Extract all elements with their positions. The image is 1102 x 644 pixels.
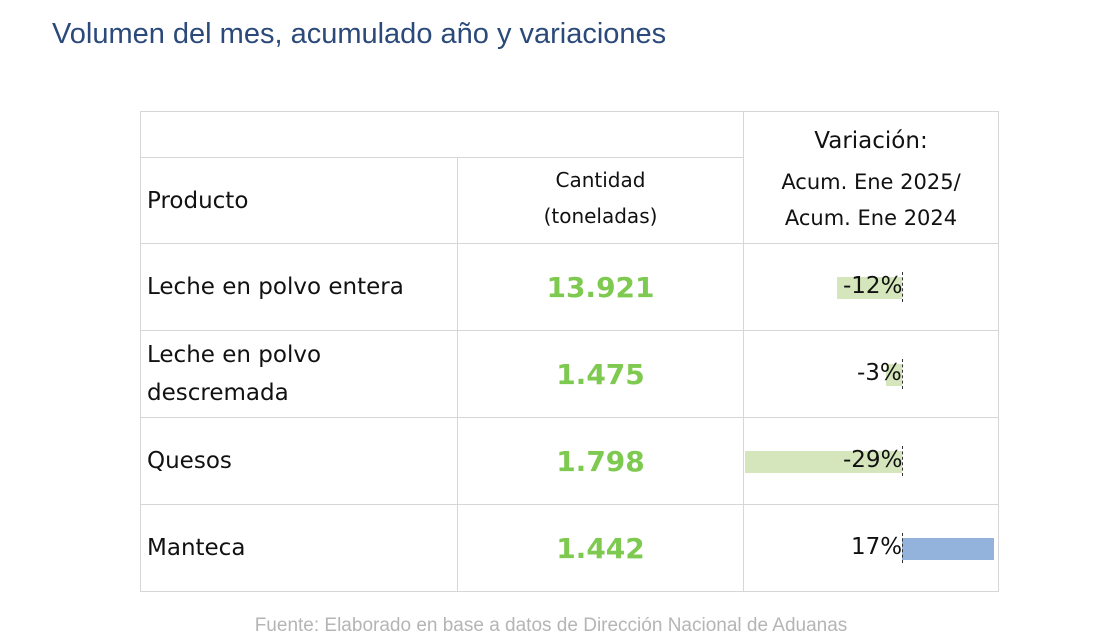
quantity-value: 1.442 <box>457 504 744 592</box>
variation-bar-wrap: -29% <box>744 418 998 504</box>
variation-cell: -12% <box>743 243 999 331</box>
variation-axis <box>902 446 903 476</box>
variacion-title: Variación: <box>814 127 928 154</box>
variation-bar-wrap: -12% <box>744 244 998 330</box>
variation-axis <box>902 359 903 389</box>
quantity-value: 1.475 <box>457 330 744 418</box>
table-row: Leche en polvo entera 13.921 -12% <box>140 243 999 331</box>
table-row: Leche en polvo descremada 1.475 -3% <box>140 330 999 418</box>
product-name: Quesos <box>140 417 458 505</box>
producto-header: Producto <box>140 157 458 244</box>
variation-label: 17% <box>851 534 903 560</box>
variacion-subtitle: Acum. Ene 2025/ Acum. Ene 2024 <box>744 154 998 236</box>
cantidad-header-line2: (toneladas) <box>543 204 658 228</box>
volume-table: Variación: Acum. Ene 2025/ Acum. Ene 202… <box>140 111 999 592</box>
variation-label: -3% <box>857 360 902 386</box>
variation-axis <box>902 272 903 302</box>
variacion-header-cell: Variación: Acum. Ene 2025/ Acum. Ene 202… <box>743 111 999 244</box>
cantidad-header-line1: Cantidad <box>555 168 646 192</box>
header-row: Producto Cantidad (toneladas) <box>140 157 999 244</box>
quantity-value: 13.921 <box>457 243 744 331</box>
variation-cell: -3% <box>743 330 999 418</box>
variacion-line1: Acum. Ene 2025/ <box>781 169 961 194</box>
variation-bar <box>885 364 902 386</box>
product-name-line1: Leche en polvo entera <box>147 274 404 300</box>
variation-label: -12% <box>843 273 903 299</box>
product-name: Manteca <box>140 504 458 592</box>
variation-bar <box>745 451 902 473</box>
table-row: Manteca 1.442 17% <box>140 504 999 592</box>
variation-bar <box>902 538 995 560</box>
header-empty-cell <box>140 111 744 158</box>
variation-axis <box>902 533 903 563</box>
quantity-value: 1.798 <box>457 417 744 505</box>
header-row-top: Variación: Acum. Ene 2025/ Acum. Ene 202… <box>140 111 999 244</box>
variation-bar-wrap: -3% <box>744 331 998 417</box>
product-name-line1: Quesos <box>147 448 232 474</box>
product-name-line2: descremada <box>147 380 289 406</box>
page-title: Volumen del mes, acumulado año y variaci… <box>52 18 667 50</box>
product-name-line1: Manteca <box>147 535 246 561</box>
variation-cell: 17% <box>743 504 999 592</box>
variation-bar <box>837 277 902 299</box>
variation-bar-wrap: 17% <box>744 505 998 591</box>
table-row: Quesos 1.798 -29% <box>140 417 999 505</box>
product-name-line1: Leche en polvo <box>147 342 322 368</box>
product-name: Leche en polvo entera <box>140 243 458 331</box>
source-note: Fuente: Elaborado en base a datos de Dir… <box>254 615 848 636</box>
product-name: Leche en polvo descremada <box>140 330 458 418</box>
variation-cell: -29% <box>743 417 999 505</box>
variation-label: -29% <box>843 447 903 473</box>
variacion-line2: Acum. Ene 2024 <box>784 205 958 230</box>
cantidad-header: Cantidad (toneladas) <box>457 157 744 244</box>
